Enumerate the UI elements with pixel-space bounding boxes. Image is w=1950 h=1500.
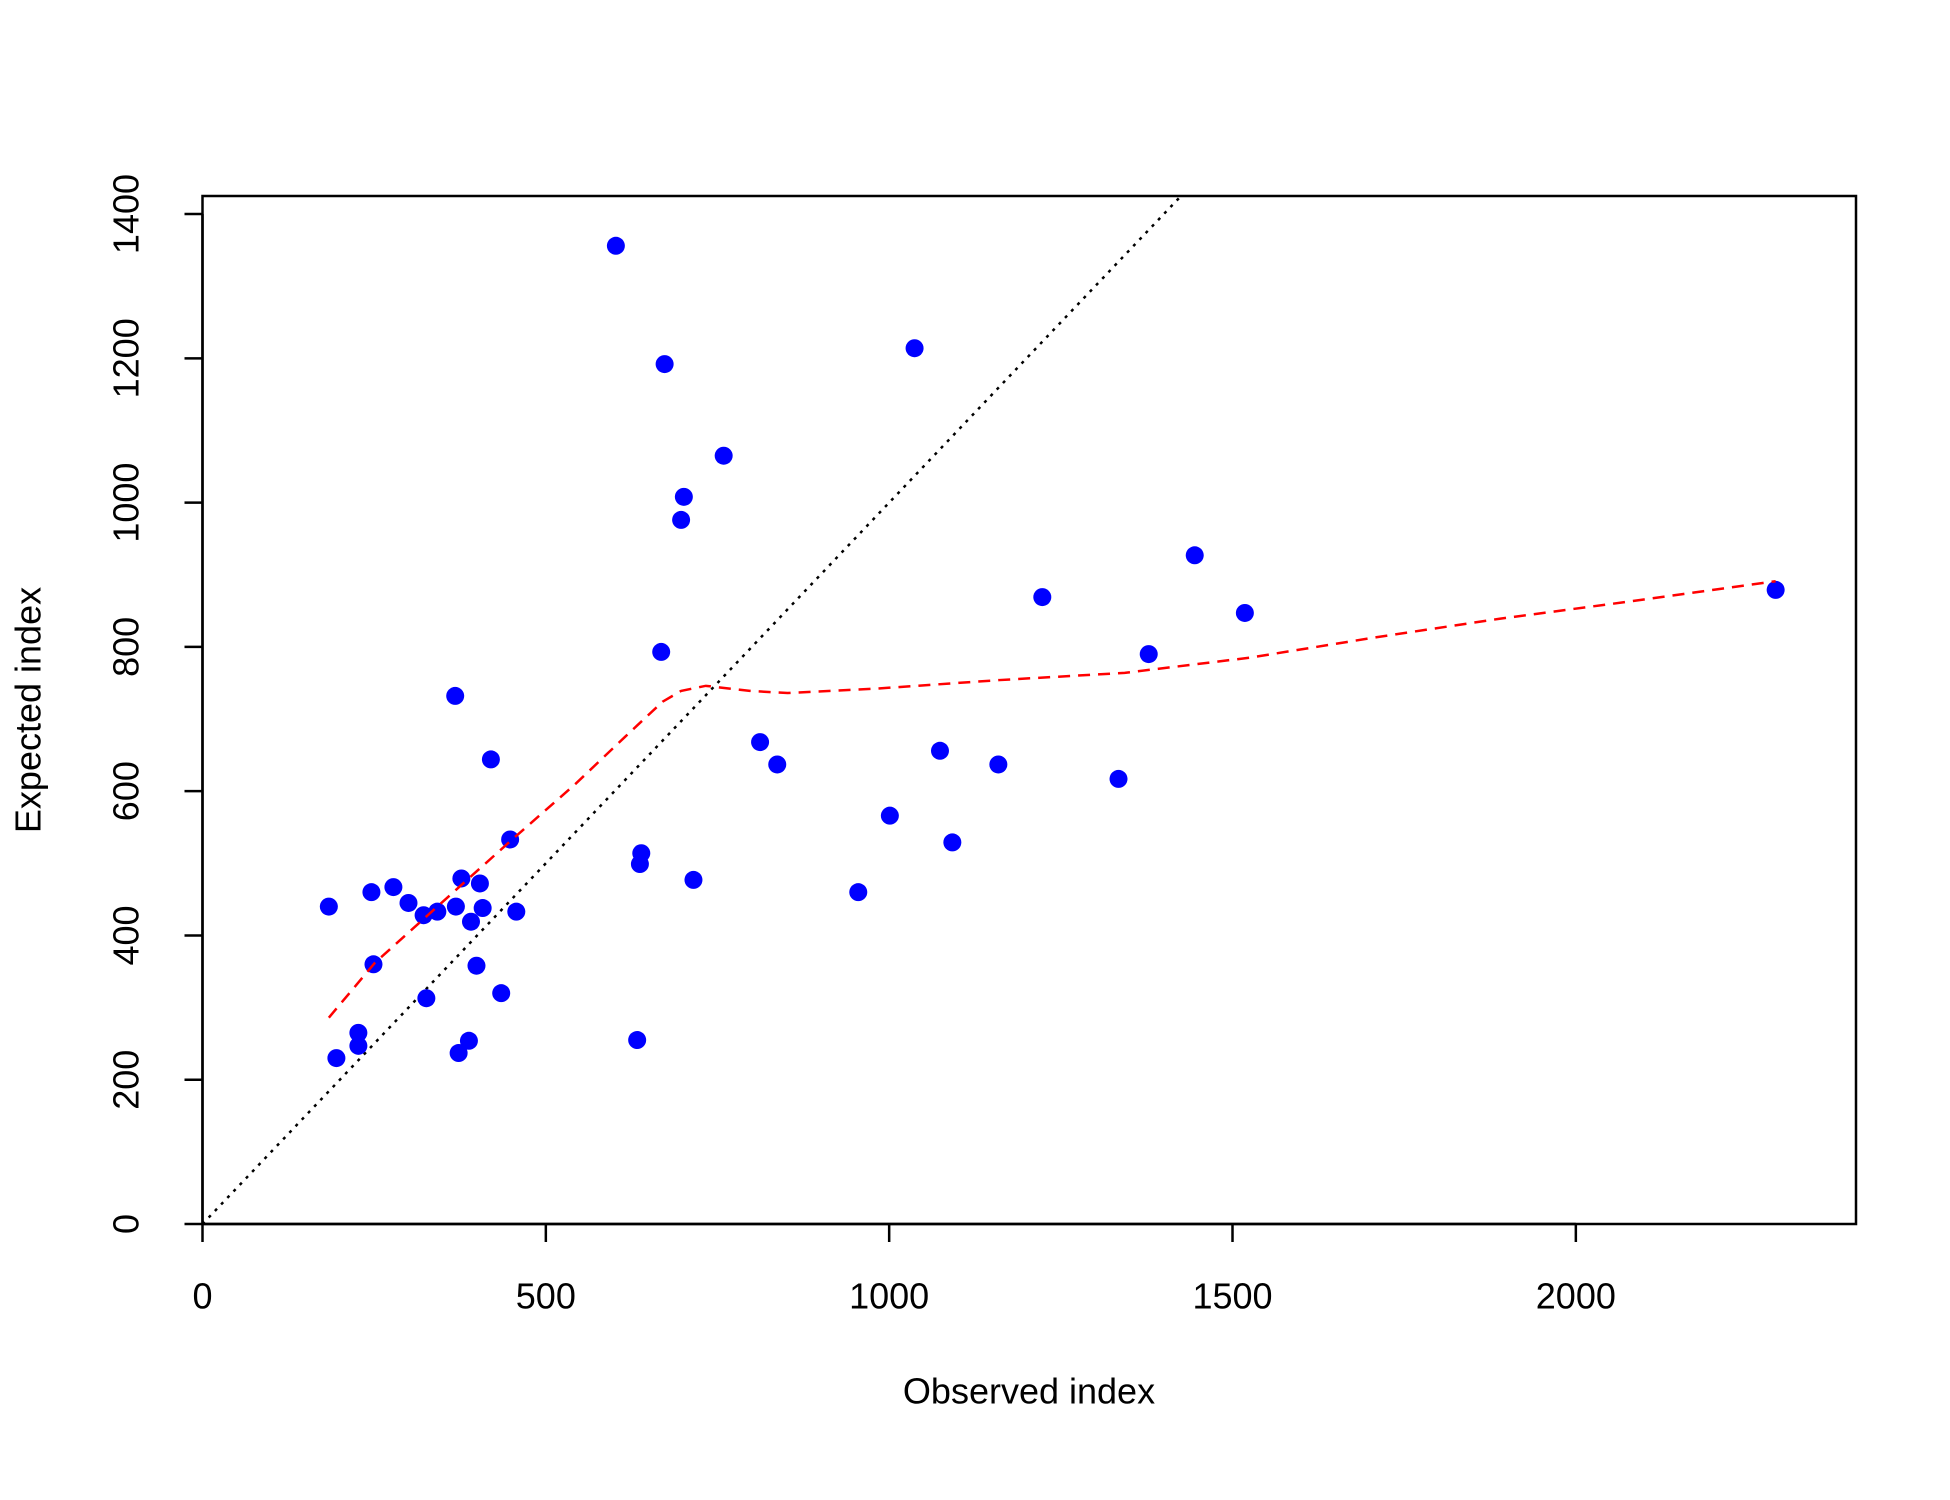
point <box>470 874 489 893</box>
point <box>467 956 486 975</box>
x-tick-label: 2000 <box>1536 1276 1616 1317</box>
point <box>319 897 338 916</box>
point <box>481 750 500 769</box>
point <box>768 755 787 774</box>
y-tick-label: 400 <box>106 905 147 965</box>
point <box>628 1031 647 1050</box>
point <box>1185 546 1204 565</box>
y-axis-label: Expected index <box>8 587 49 833</box>
point <box>943 833 962 852</box>
point <box>672 510 691 529</box>
y-tick-label: 800 <box>106 617 147 677</box>
y-tick-label: 1000 <box>106 463 147 543</box>
y-tick-label: 200 <box>106 1050 147 1110</box>
x-tick-label: 1000 <box>849 1276 929 1317</box>
point <box>446 897 465 916</box>
point <box>1235 603 1254 622</box>
fit-line <box>327 579 1776 1019</box>
point <box>492 984 511 1003</box>
point <box>461 912 480 931</box>
point <box>349 1023 368 1042</box>
point <box>674 487 693 506</box>
point <box>428 902 447 921</box>
point <box>473 899 492 918</box>
point <box>1033 588 1052 607</box>
point <box>446 686 465 705</box>
point <box>362 883 381 902</box>
point <box>652 642 671 661</box>
point <box>507 902 526 921</box>
point <box>849 883 868 902</box>
x-tick-label: 0 <box>192 1276 212 1317</box>
plot-frame <box>201 194 1858 1226</box>
point <box>989 755 1008 774</box>
point <box>399 893 418 912</box>
point <box>1139 645 1158 664</box>
point <box>452 869 471 888</box>
point <box>714 446 733 465</box>
y-tick-label: 600 <box>106 761 147 821</box>
point <box>349 1036 368 1055</box>
y-tick-label: 0 <box>106 1214 147 1234</box>
point <box>417 989 436 1008</box>
x-tick-label: 1500 <box>1192 1276 1272 1317</box>
point <box>606 236 625 255</box>
point <box>655 355 674 374</box>
point <box>751 733 770 752</box>
y-tick-label: 1200 <box>106 318 147 398</box>
reference-line <box>202 196 1183 1224</box>
point <box>449 1044 468 1063</box>
x-axis-label: Observed index <box>903 1371 1155 1412</box>
point <box>684 870 703 889</box>
point <box>327 1049 346 1068</box>
point <box>880 806 899 825</box>
point <box>459 1031 478 1050</box>
point <box>930 741 949 760</box>
point <box>1766 580 1785 599</box>
point <box>414 906 433 925</box>
point <box>384 878 403 897</box>
y-tick-label: 1400 <box>106 174 147 254</box>
point <box>1109 769 1128 788</box>
point <box>905 339 924 358</box>
x-tick-label: 500 <box>516 1276 576 1317</box>
point <box>632 844 651 863</box>
